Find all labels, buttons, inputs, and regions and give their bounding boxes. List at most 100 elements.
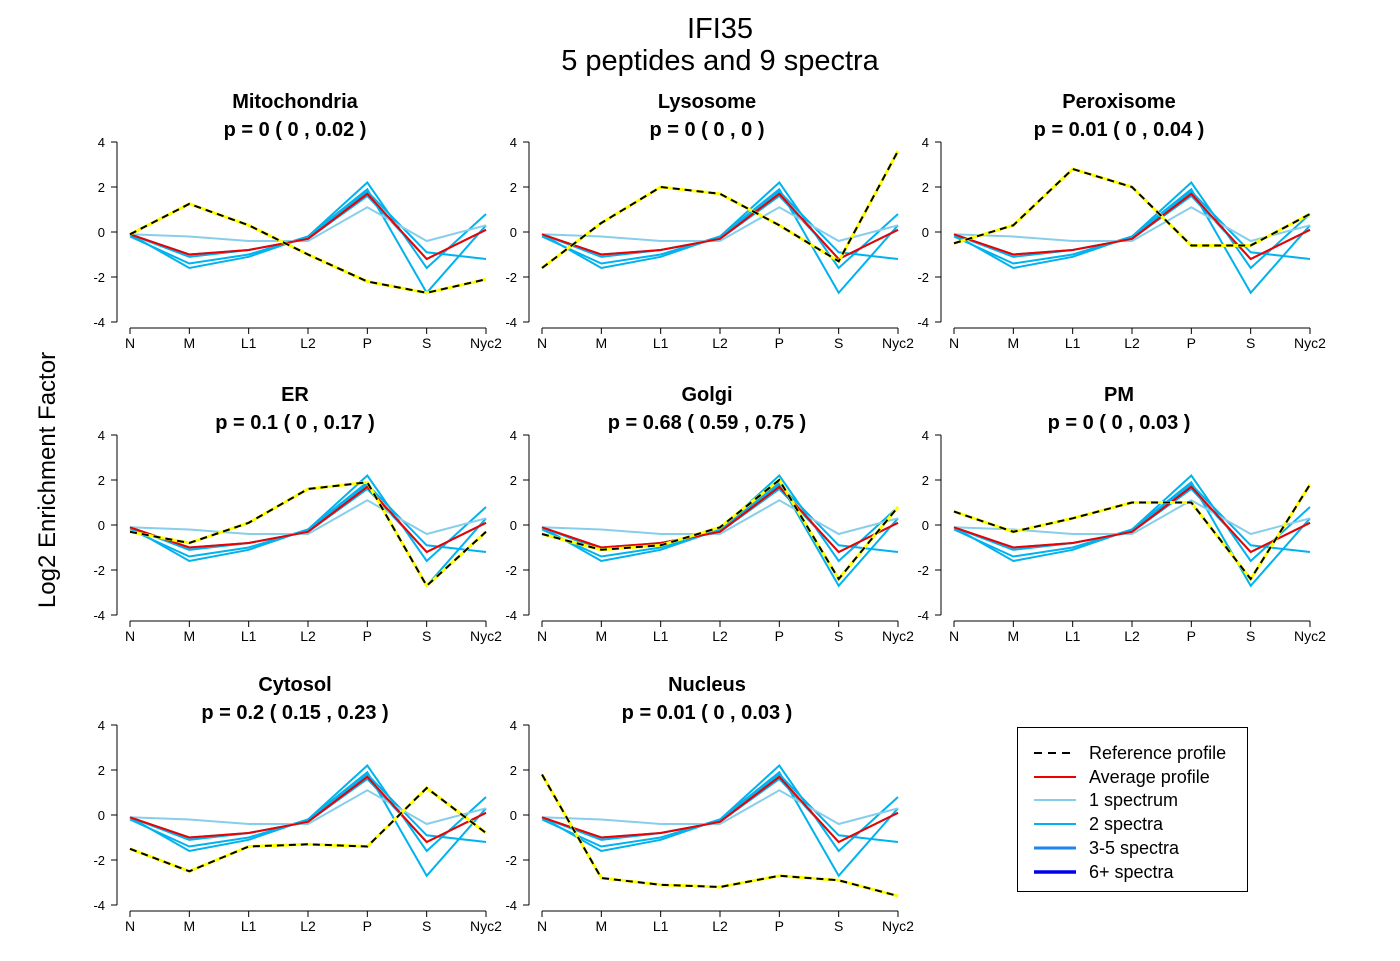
- legend-item: 3-5 spectra: [1032, 836, 1247, 860]
- y-tick-label: 4: [510, 428, 517, 443]
- x-tick-label: S: [834, 335, 843, 351]
- x-tick-label: N: [949, 628, 959, 644]
- y-tick-label: -2: [917, 270, 929, 285]
- legend-item: 6+ spectra: [1032, 860, 1247, 884]
- legend-swatch: [1034, 752, 1076, 754]
- legend-item: Reference profile: [1032, 741, 1247, 765]
- y-tick-label: -2: [93, 853, 105, 868]
- x-tick-label: Nyc2: [882, 335, 914, 351]
- x-tick-label: S: [834, 628, 843, 644]
- legend-swatch: [1034, 823, 1076, 826]
- legend-label: 3-5 spectra: [1089, 837, 1180, 858]
- panel-plot: -4 -2 0 2 4 N M L1 L2 P S Nyc2: [917, 135, 1326, 351]
- panel-p-value: p = 0.68 ( 0.59 , 0.75 ): [607, 412, 807, 434]
- panel-er: ER p = 0.1 ( 0 , 0.17 ) -4 -2 0 2 4 N M L1 L2 P S Nyc…: [0, 381, 502, 671]
- y-tick-label: 0: [922, 518, 929, 533]
- y-tick-label: 0: [98, 225, 105, 240]
- panel-p-value: p = 0 ( 0 , 0.02 ): [223, 119, 367, 141]
- peptide-profile-line: [541, 770, 899, 878]
- x-tick-label: Nyc2: [470, 335, 502, 351]
- x-tick-label: S: [1246, 335, 1255, 351]
- x-tick-label: N: [125, 335, 135, 351]
- legend: Reference profile Average profile 1 spectr…: [1017, 727, 1248, 892]
- y-tick-label: 4: [922, 428, 929, 443]
- y-tick-label: -2: [93, 270, 105, 285]
- y-tick-label: 0: [98, 518, 105, 533]
- panel-p-value: p = 0 ( 0 , 0 ): [649, 119, 765, 141]
- peptide-profile-line: [541, 499, 899, 536]
- x-tick-label: N: [537, 335, 547, 351]
- y-tick-label: 0: [922, 225, 929, 240]
- x-tick-label: P: [363, 335, 372, 351]
- peptide-profile-line: [953, 190, 1311, 260]
- x-tick-label: L1: [241, 918, 257, 934]
- legend-label: Reference profile: [1089, 743, 1227, 763]
- peptide-profile-line: [541, 206, 899, 243]
- y-tick-label: 4: [922, 135, 929, 150]
- x-tick-label: L1: [1065, 335, 1081, 351]
- y-tick-label: -4: [93, 898, 105, 913]
- y-tick-label: 2: [510, 473, 517, 488]
- peptide-profile-line: [953, 483, 1311, 553]
- x-tick-label: N: [125, 628, 135, 644]
- x-tick-label: Nyc2: [1294, 335, 1326, 351]
- y-tick-label: 2: [98, 180, 105, 195]
- peptide-profile-line: [953, 487, 1311, 554]
- y-tick-label: 2: [98, 473, 105, 488]
- average-profile-line: [953, 192, 1311, 261]
- legend-swatch: [1034, 869, 1076, 874]
- reference-profile-line: [129, 202, 487, 294]
- legend-swatch: [1034, 775, 1076, 778]
- x-tick-label: N: [949, 335, 959, 351]
- panel-plot: -4 -2 0 2 4 N M L1 L2 P S Nyc2: [505, 428, 914, 644]
- y-tick-label: -2: [505, 270, 517, 285]
- x-tick-label: Nyc2: [470, 918, 502, 934]
- panel-golgi: Golgi p = 0.68 ( 0.59 , 0.75 ) -4 -2 0 2 4 N M L1…: [412, 381, 914, 671]
- y-tick-label: 2: [510, 180, 517, 195]
- y-tick-label: 4: [510, 718, 517, 733]
- y-tick-label: 2: [510, 763, 517, 778]
- x-tick-label: N: [125, 918, 135, 934]
- x-tick-label: Nyc2: [470, 628, 502, 644]
- y-tick-label: 0: [510, 518, 517, 533]
- average-profile-line: [129, 775, 487, 844]
- y-tick-label: 2: [98, 763, 105, 778]
- y-tick-label: 4: [98, 135, 105, 150]
- panel-p-value: p = 0 ( 0 , 0.03 ): [1047, 412, 1191, 434]
- x-tick-label: M: [183, 628, 195, 644]
- x-tick-label: N: [537, 628, 547, 644]
- y-tick-label: 2: [922, 473, 929, 488]
- legend-label: 1 spectrum: [1089, 790, 1179, 811]
- panel-p-value: p = 0.2 ( 0.15 , 0.23 ): [201, 702, 389, 724]
- peptide-profile-line: [953, 206, 1311, 243]
- peptide-profile-line: [541, 777, 899, 844]
- legend-label: 2 spectra: [1089, 814, 1164, 835]
- y-tick-label: -4: [93, 315, 105, 330]
- legend-label: Average profile: [1089, 766, 1210, 787]
- y-tick-label: 4: [98, 428, 105, 443]
- x-tick-label: M: [595, 335, 607, 351]
- x-tick-label: P: [775, 335, 784, 351]
- y-tick-label: -4: [505, 608, 517, 623]
- legend-swatch: [1034, 799, 1076, 802]
- panel-plot: -4 -2 0 2 4 N M L1 L2 P S Nyc2: [93, 428, 502, 644]
- x-tick-label: M: [1007, 335, 1019, 351]
- panel-p-value: p = 0.01 ( 0 , 0.04 ): [1033, 119, 1205, 141]
- y-tick-label: 4: [98, 718, 105, 733]
- average-profile-line: [953, 485, 1311, 554]
- x-tick-label: P: [775, 628, 784, 644]
- legend-item: Average profile: [1032, 765, 1247, 789]
- panel-cytosol: Cytosol p = 0.2 ( 0.15 , 0.23 ) -4 -2 0 2 4 N M L…: [0, 671, 502, 961]
- peptide-profile-line: [541, 789, 899, 826]
- panel-peroxisome: Peroxisome p = 0.01 ( 0 , 0.04 ) -4 -2 0 2 4 N M…: [824, 88, 1326, 378]
- x-tick-label: M: [183, 335, 195, 351]
- x-tick-label: M: [183, 918, 195, 934]
- peptide-profile-line: [953, 499, 1311, 536]
- legend-swatch: [1034, 846, 1076, 850]
- peptide-profile-line: [129, 789, 487, 826]
- panel-title: Golgi: [681, 384, 733, 406]
- reference-profile-line: [129, 481, 487, 588]
- panel-title: ER: [281, 384, 309, 406]
- x-tick-label: L2: [300, 628, 316, 644]
- peptide-profile-line: [541, 480, 899, 588]
